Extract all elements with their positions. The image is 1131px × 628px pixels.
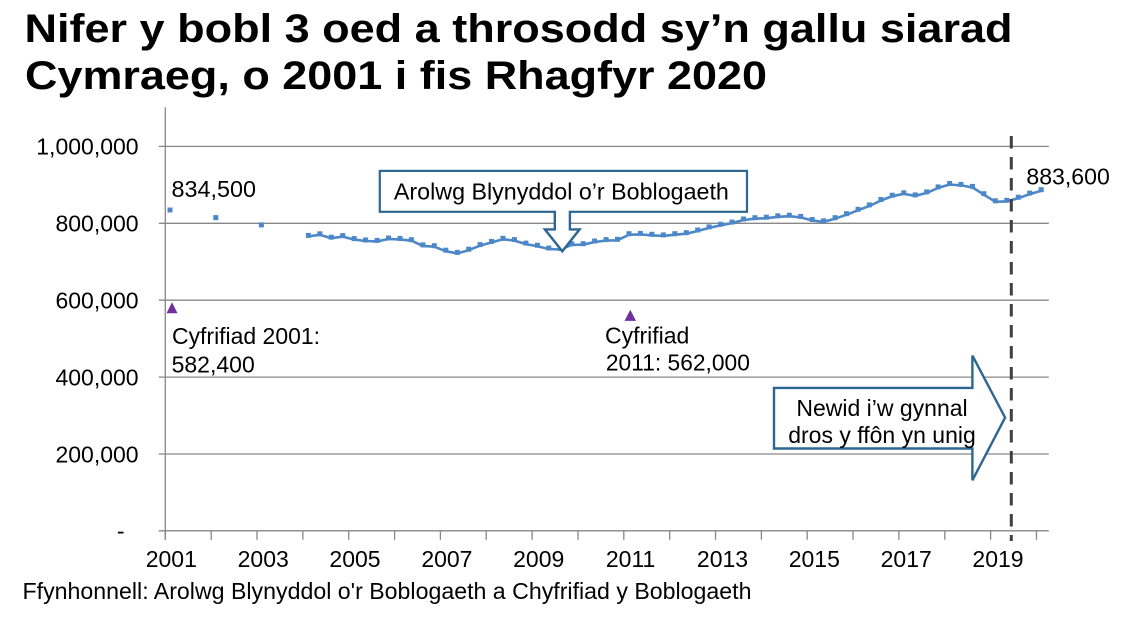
svg-text:Cymraeg, o 2001 i fis Rhagfyr: Cymraeg, o 2001 i fis Rhagfyr 2020 xyxy=(25,54,767,98)
svg-text:2017: 2017 xyxy=(881,546,932,572)
svg-text:2019: 2019 xyxy=(972,546,1023,572)
svg-text:dros y ffôn yn unig: dros y ffôn yn unig xyxy=(788,422,976,448)
svg-text:Nifer y bobl 3 oed a throsodd: Nifer y bobl 3 oed a throsodd sy’n gallu… xyxy=(25,7,1013,51)
svg-text:2001: 2001 xyxy=(146,546,197,572)
svg-text:2011: 562,000: 2011: 562,000 xyxy=(606,350,750,376)
svg-text:2015: 2015 xyxy=(789,546,840,572)
svg-text:2011: 2011 xyxy=(606,546,655,572)
svg-text:2013: 2013 xyxy=(697,546,748,572)
svg-text:Newid i’w gynnal: Newid i’w gynnal xyxy=(796,395,967,421)
svg-text:Cyfrifiad: Cyfrifiad xyxy=(605,323,689,349)
svg-text:800,000: 800,000 xyxy=(55,211,138,237)
svg-text:834,500: 834,500 xyxy=(172,176,257,202)
svg-text:2007: 2007 xyxy=(421,546,472,572)
svg-text:Cyfrifiad 2001:: Cyfrifiad 2001: xyxy=(172,323,320,349)
svg-text:600,000: 600,000 xyxy=(55,288,138,314)
svg-text:582,400: 582,400 xyxy=(172,352,255,378)
svg-text:2005: 2005 xyxy=(329,546,380,572)
svg-text:2009: 2009 xyxy=(513,546,564,572)
svg-text:Ffynhonnell: Arolwg Blynyddol: Ffynhonnell: Arolwg Blynyddol o'r Boblog… xyxy=(23,578,752,604)
svg-text:400,000: 400,000 xyxy=(55,364,138,390)
svg-text:1,000,000: 1,000,000 xyxy=(36,134,138,160)
svg-text:Arolwg Blynyddol o’r Boblogaet: Arolwg Blynyddol o’r Boblogaeth xyxy=(394,178,729,204)
svg-text:2003: 2003 xyxy=(238,546,289,572)
svg-text:883,600: 883,600 xyxy=(1026,164,1109,190)
svg-text:-: - xyxy=(117,518,125,544)
svg-text:200,000: 200,000 xyxy=(55,441,138,467)
